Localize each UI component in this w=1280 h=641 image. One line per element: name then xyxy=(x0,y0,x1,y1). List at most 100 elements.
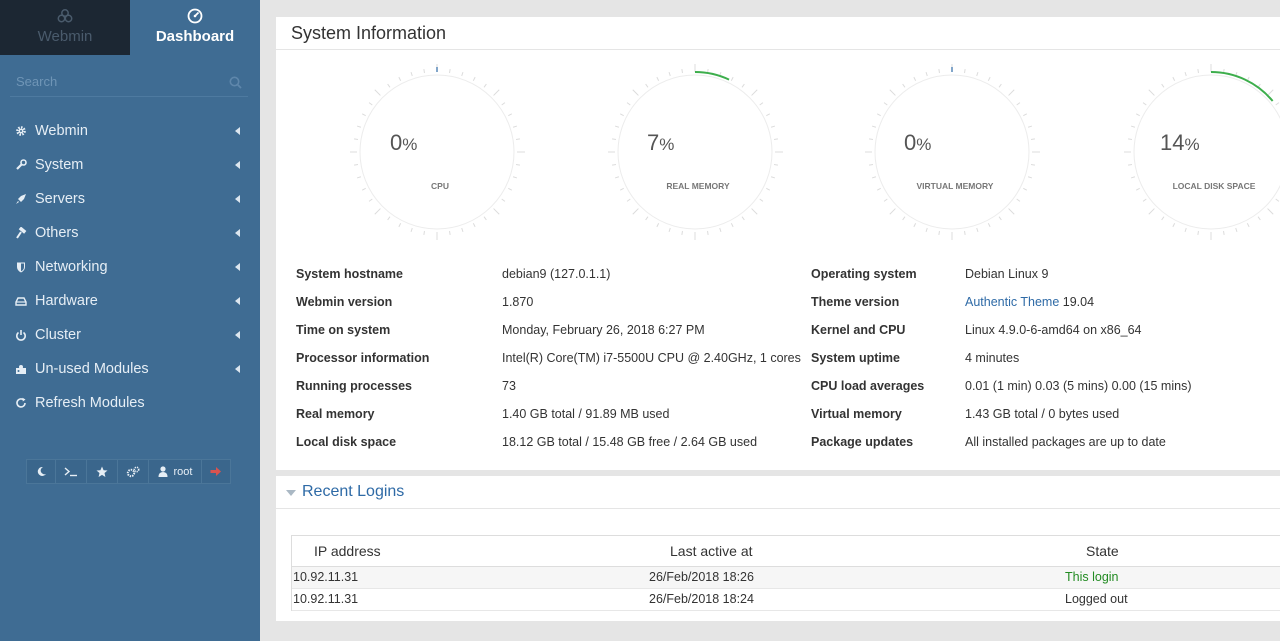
power-icon xyxy=(14,328,28,342)
sidebar-toolbar: root xyxy=(26,459,231,484)
gauge-value: 14% xyxy=(1160,130,1200,155)
user-button[interactable]: root xyxy=(148,459,202,484)
sidebar-tabs: Webmin Dashboard xyxy=(0,0,260,55)
login-state: This login xyxy=(1065,570,1119,584)
info-key: Package updates xyxy=(811,435,914,449)
night-mode-button[interactable] xyxy=(26,459,56,484)
caret-left-icon xyxy=(235,297,240,305)
refresh-icon xyxy=(14,396,28,410)
info-key: Virtual memory xyxy=(811,407,902,421)
system-info-table: System hostname debian9 (127.0.1.1) Webm… xyxy=(276,260,1280,470)
cpu-gauge-dial xyxy=(349,64,525,240)
info-key: Time on system xyxy=(296,323,391,337)
gauge-label: VIRTUAL MEMORY xyxy=(916,181,994,191)
theme-version-number: 19.04 xyxy=(1059,295,1095,309)
sidebar-item-label: Cluster xyxy=(35,327,81,343)
gauge-label: REAL MEMORY xyxy=(666,181,730,191)
gauge-value: 0% xyxy=(390,130,418,155)
info-key: System uptime xyxy=(811,351,900,365)
user-name: root xyxy=(173,465,193,478)
panel-divider xyxy=(276,470,1280,476)
gauge-real-memory: 7% REAL MEMORY xyxy=(607,50,788,260)
search-icon[interactable] xyxy=(229,76,242,89)
sidebar-item-hardware[interactable]: Hardware xyxy=(0,284,260,318)
table-row: 10.92.11.31 26/Feb/2018 18:24 Logged out xyxy=(292,589,1280,611)
system-info-title: System Information xyxy=(276,17,1280,50)
sidebar-menu: Webmin System Servers Others xyxy=(0,114,260,420)
package-updates-link[interactable]: All installed packages are up to date xyxy=(965,435,1166,449)
table-header: IP address Last active at State xyxy=(292,536,1280,567)
recent-logins-title: Recent Logins xyxy=(302,483,405,500)
caret-left-icon xyxy=(235,365,240,373)
processes-link[interactable]: 73 xyxy=(502,379,516,393)
info-key: Running processes xyxy=(296,379,412,393)
uptime-link[interactable]: 4 minutes xyxy=(965,351,1020,365)
gauge-label: LOCAL DISK SPACE xyxy=(1172,181,1256,191)
info-value: Debian Linux 9 xyxy=(965,267,1049,281)
logout-button[interactable] xyxy=(201,459,231,484)
favorites-button[interactable] xyxy=(86,459,118,484)
column-header-ip[interactable]: IP address xyxy=(314,543,381,559)
sidebar-item-refresh-modules[interactable]: Refresh Modules xyxy=(0,386,260,420)
collapse-triangle-icon xyxy=(286,490,296,496)
time-link[interactable]: Monday, February 26, 2018 6:27 PM xyxy=(502,323,705,337)
gauge-local-disk-space: 14% LOCAL DISK SPACE xyxy=(1123,50,1280,260)
tab-webmin[interactable]: Webmin xyxy=(0,0,130,55)
sidebar-item-unused-modules[interactable]: Un-used Modules xyxy=(0,352,260,386)
sidebar-item-label: Hardware xyxy=(35,293,98,309)
sidebar-item-label: Un-used Modules xyxy=(35,361,149,377)
dashboard-icon xyxy=(187,8,203,24)
sidebar-item-webmin[interactable]: Webmin xyxy=(0,114,260,148)
info-value: 1.40 GB total / 91.89 MB used xyxy=(502,407,670,421)
tab-webmin-label: Webmin xyxy=(37,28,93,45)
gauge-value: 7% xyxy=(647,130,675,155)
search-input[interactable] xyxy=(10,70,222,93)
sidebar-item-label: Others xyxy=(35,225,79,241)
info-key: Operating system xyxy=(811,267,917,281)
info-value: Intel(R) Core(TM) i7-5500U CPU @ 2.40GHz… xyxy=(502,351,801,365)
login-last-active: 26/Feb/2018 18:24 xyxy=(649,592,754,606)
caret-left-icon xyxy=(235,229,240,237)
sidebar-item-label: Webmin xyxy=(35,123,88,139)
theme-config-button[interactable] xyxy=(117,459,149,484)
caret-left-icon xyxy=(235,161,240,169)
sidebar-item-cluster[interactable]: Cluster xyxy=(0,318,260,352)
info-value: 1.870 xyxy=(502,295,534,309)
info-value: 1.43 GB total / 0 bytes used xyxy=(965,407,1120,421)
sidebar-item-networking[interactable]: Networking xyxy=(0,250,260,284)
real-memory-gauge-dial xyxy=(607,64,783,240)
hammer-icon xyxy=(14,226,28,240)
info-key: Real memory xyxy=(296,407,375,421)
hostname-link[interactable]: debian9 (127.0.1.1) xyxy=(502,267,611,281)
sidebar-item-label: System xyxy=(35,157,84,173)
info-value: Linux 4.9.0-6-amd64 on x86_64 xyxy=(965,323,1142,337)
sidebar-item-label: Servers xyxy=(35,191,85,207)
gauge-label: CPU xyxy=(431,181,449,191)
gauges-row: 0% CPU 7% REAL MEMORY 0% VIRTUAL MEMORY … xyxy=(276,50,1280,260)
recent-logins-header[interactable]: Recent Logins xyxy=(276,476,1280,509)
puzzle-icon xyxy=(14,362,28,376)
gear-icon xyxy=(14,124,28,138)
recent-logins-panel: IP address Last active at State 10.92.11… xyxy=(276,509,1280,621)
login-state: Logged out xyxy=(1065,592,1128,606)
sidebar-item-servers[interactable]: Servers xyxy=(0,182,260,216)
webmin-logo-icon xyxy=(57,9,73,23)
main-content: System Information 0% CPU 7% REAL MEMORY… xyxy=(276,17,1280,621)
info-key: Kernel and CPU xyxy=(811,323,906,337)
caret-left-icon xyxy=(235,127,240,135)
theme-link[interactable]: Authentic Theme xyxy=(965,295,1060,309)
table-row: 10.92.11.31 26/Feb/2018 18:26 This login xyxy=(292,567,1280,589)
sidebar: Webmin Dashboard Webmin xyxy=(0,0,260,641)
hard-drive-icon xyxy=(14,294,28,308)
cogs-icon xyxy=(126,465,140,477)
tab-dashboard[interactable]: Dashboard xyxy=(130,0,260,55)
column-header-state[interactable]: State xyxy=(1086,543,1119,559)
terminal-button[interactable] xyxy=(55,459,87,484)
sidebar-item-system[interactable]: System xyxy=(0,148,260,182)
info-value: Authentic Theme 19.04 xyxy=(965,288,1094,316)
column-header-last-active[interactable]: Last active at xyxy=(670,543,753,559)
sidebar-item-others[interactable]: Others xyxy=(0,216,260,250)
system-info-panel: System Information 0% CPU 7% REAL MEMORY… xyxy=(276,17,1280,470)
info-value: 18.12 GB total / 15.48 GB free / 2.64 GB… xyxy=(502,435,758,449)
info-key: Webmin version xyxy=(296,295,393,309)
